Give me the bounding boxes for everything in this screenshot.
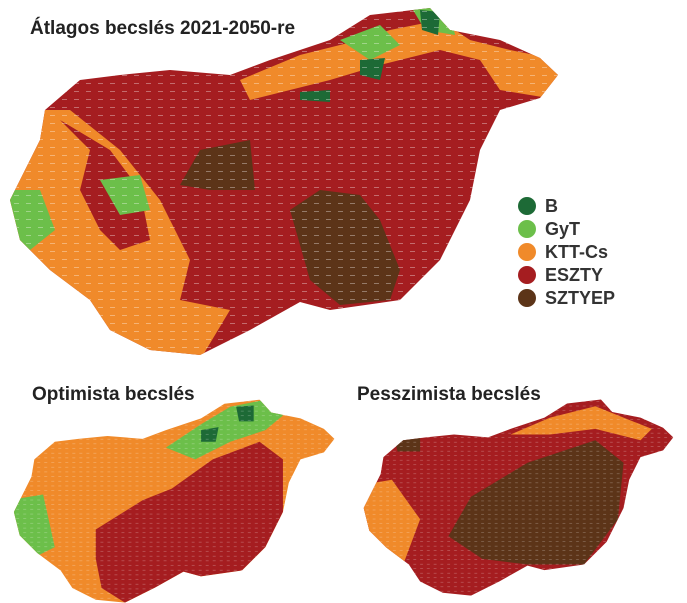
legend-swatch bbox=[518, 243, 536, 261]
legend-swatch bbox=[518, 266, 536, 284]
legend-swatch bbox=[518, 220, 536, 238]
map-pessimistic bbox=[363, 399, 674, 596]
legend-label: B bbox=[545, 196, 558, 216]
map-title: Átlagos becslés 2021-2050-re bbox=[30, 17, 295, 39]
legend-label: SZTYEP bbox=[545, 288, 615, 308]
map-optimistic bbox=[13, 399, 335, 603]
map-title: Optimista becslés bbox=[32, 384, 195, 405]
legend-label: ESZTY bbox=[545, 265, 603, 285]
map-average bbox=[10, 8, 558, 355]
legend-swatch bbox=[518, 197, 536, 215]
legend-label: GyT bbox=[545, 219, 580, 239]
legend: B GyT KTT-Cs ESZTY SZTYEP bbox=[518, 196, 615, 308]
legend-label: KTT-Cs bbox=[545, 242, 608, 262]
map-title: Pesszimista becslés bbox=[357, 384, 541, 405]
legend-swatch bbox=[518, 289, 536, 307]
